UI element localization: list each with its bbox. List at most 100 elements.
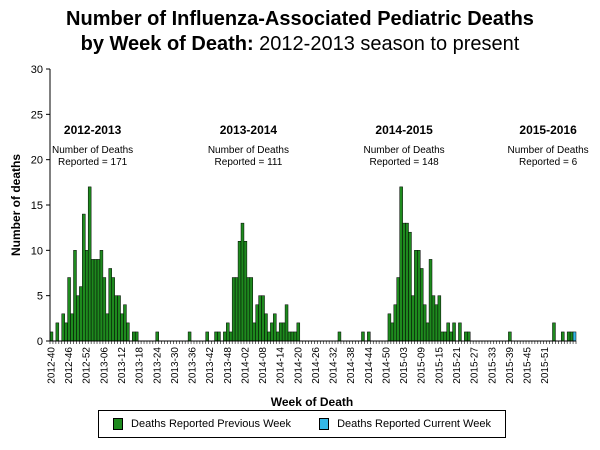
- bar-previous-week: [231, 277, 236, 342]
- bar-previous-week: [428, 259, 433, 342]
- bar-previous-week: [111, 277, 115, 342]
- bar-previous-week: [273, 313, 277, 342]
- x-tick-label: 2015-45: [523, 347, 534, 384]
- bar-previous-week: [287, 331, 292, 342]
- x-tick-label: 2013-12: [117, 347, 128, 384]
- bar-previous-week: [108, 268, 112, 342]
- x-tick-label: 2012-46: [64, 347, 75, 384]
- bar-previous-week: [187, 331, 192, 342]
- season-deaths-count: Reported = 111: [215, 157, 283, 168]
- x-tick-label: 2014-32: [329, 347, 340, 384]
- bar-previous-week: [408, 231, 412, 342]
- bar-previous-week: [387, 313, 392, 342]
- y-tick-label: 10: [31, 245, 43, 257]
- bars-group: [49, 186, 577, 342]
- bar-previous-week: [411, 295, 415, 342]
- bar-previous-week: [561, 331, 565, 342]
- bar-previous-week: [443, 331, 447, 342]
- bar-previous-week: [390, 322, 395, 342]
- x-tick-label: 2014-08: [258, 347, 269, 384]
- x-tick-label: 2015-39: [505, 347, 516, 384]
- legend-label-current: Deaths Reported Current Week: [337, 418, 491, 430]
- y-tick-label: 30: [31, 64, 43, 76]
- bar-previous-week: [449, 331, 453, 342]
- bar-previous-week: [99, 250, 104, 342]
- x-tick-label: 2013-18: [135, 347, 146, 384]
- bar-previous-week: [67, 277, 71, 342]
- x-tick-label: 2014-50: [381, 347, 392, 384]
- x-tick-label: 2014-02: [240, 347, 251, 384]
- bar-previous-week: [405, 222, 409, 342]
- legend-label-previous: Deaths Reported Previous Week: [131, 418, 292, 430]
- y-tick-label: 25: [31, 109, 43, 121]
- bar-previous-week: [126, 322, 130, 342]
- chart-title-line-1: Number of Influenza-Associated Pediatric…: [66, 8, 534, 30]
- legend-swatch-previous: [113, 418, 124, 430]
- x-tick-label: 2014-20: [293, 347, 304, 384]
- axes-group: 0 5 10 15 20 25 30 2012-40 2012-46 2012-52 2013-06…: [31, 64, 577, 384]
- bar-previous-week: [467, 331, 471, 342]
- bar-previous-week: [434, 304, 439, 342]
- bar-previous-week: [367, 331, 371, 342]
- season-label: 2012-2013: [64, 123, 122, 137]
- bar-previous-week: [422, 304, 427, 342]
- season-label: 2014-2015: [375, 123, 433, 137]
- season-deaths-count: Reported = 6: [519, 157, 578, 168]
- x-axis-label: Week of Death: [271, 395, 353, 409]
- bar-previous-week: [73, 250, 77, 342]
- bar-previous-week: [464, 331, 468, 342]
- bar-previous-week: [134, 331, 139, 342]
- bar-previous-week: [132, 331, 136, 342]
- x-tick-label: 2013-36: [188, 347, 199, 384]
- bar-previous-week: [76, 295, 80, 342]
- x-tick-label: 2013-06: [99, 347, 110, 384]
- season-label: 2015-2016: [519, 123, 577, 137]
- y-tick-label: 5: [37, 291, 43, 303]
- bar-previous-week: [417, 250, 421, 342]
- bar-previous-week: [255, 304, 259, 342]
- annotations-group: 2012-2013 Number of Deaths Reported = 171 2…: [52, 123, 589, 168]
- bar-previous-week: [120, 313, 124, 342]
- bar-previous-week: [87, 186, 92, 342]
- bar-previous-week: [243, 241, 248, 342]
- bar-previous-week: [508, 331, 512, 342]
- bar-previous-week: [267, 331, 271, 342]
- bar-previous-week: [240, 222, 245, 342]
- bar-previous-week: [452, 322, 456, 342]
- x-tick-label: 2014-26: [311, 347, 322, 384]
- x-tick-label: 2013-48: [223, 347, 234, 384]
- bar-previous-week: [258, 295, 262, 342]
- season-label: 2013-2014: [220, 123, 278, 137]
- x-tick-label: 2012-40: [46, 347, 57, 384]
- x-tick-label: 2012-52: [82, 347, 93, 384]
- bar-previous-week: [155, 331, 159, 342]
- bar-previous-week: [458, 322, 462, 342]
- legend-swatch-current: [319, 418, 330, 430]
- bar-previous-week: [261, 295, 265, 342]
- bar-previous-week: [223, 331, 227, 342]
- legend-item-current: Deaths Reported Current Week: [319, 418, 491, 430]
- bar-previous-week: [93, 259, 98, 342]
- bar-current-week: [572, 331, 577, 342]
- bar-previous-week: [284, 304, 289, 342]
- x-tick-label: 2015-21: [452, 347, 463, 384]
- bar-previous-week: [105, 313, 110, 342]
- bar-previous-week: [234, 277, 239, 342]
- season-deaths-count: Reported = 171: [58, 157, 128, 168]
- x-tick-label: 2015-09: [417, 347, 428, 384]
- x-tick-label: 2013-42: [205, 347, 216, 384]
- bar-previous-week: [431, 295, 436, 342]
- bar-previous-week: [117, 295, 121, 342]
- bar-previous-week: [393, 304, 397, 342]
- bar-previous-week: [281, 322, 286, 342]
- bar-previous-week: [249, 277, 254, 342]
- x-tick-label: 2013-30: [170, 347, 181, 384]
- bar-previous-week: [237, 241, 242, 342]
- bar-previous-week: [214, 331, 218, 342]
- bar-previous-week: [123, 304, 127, 342]
- season-deaths-text: Number of Deaths: [364, 145, 445, 156]
- bar-previous-week: [82, 213, 86, 342]
- x-tick-label: 2015-33: [487, 347, 498, 384]
- bar-previous-week: [276, 331, 280, 342]
